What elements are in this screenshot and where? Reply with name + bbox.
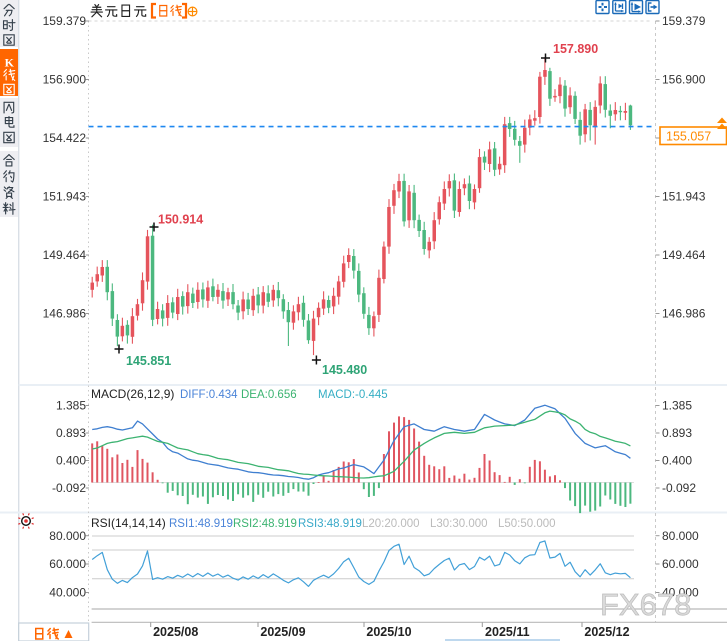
svg-text:-0.092: -0.092: [662, 481, 696, 495]
svg-text:145.480: 145.480: [322, 363, 367, 377]
svg-text:0.893: 0.893: [662, 426, 692, 440]
svg-text:L50:50.000: L50:50.000: [498, 518, 556, 530]
svg-text:146.986: 146.986: [662, 307, 706, 321]
svg-text:2025/12: 2025/12: [584, 625, 629, 639]
svg-text:0.400: 0.400: [56, 454, 86, 468]
svg-text:DIFF:0.434: DIFF:0.434: [180, 389, 238, 401]
svg-text:2025/10: 2025/10: [366, 625, 411, 639]
svg-text:145.851: 145.851: [126, 354, 171, 368]
svg-text:2025/09: 2025/09: [260, 625, 305, 639]
svg-text:159.379: 159.379: [662, 14, 706, 28]
svg-text:80.000: 80.000: [662, 529, 699, 543]
svg-text:L20:20.000: L20:20.000: [362, 518, 420, 530]
svg-text:2025/08: 2025/08: [153, 625, 198, 639]
svg-text:MACD:-0.445: MACD:-0.445: [318, 389, 388, 401]
svg-text:RSI3:48.919: RSI3:48.919: [298, 518, 362, 530]
svg-text:-0.092: -0.092: [52, 481, 86, 495]
svg-text:159.379: 159.379: [43, 14, 87, 28]
svg-text:155.057: 155.057: [666, 130, 711, 144]
svg-text:40.000: 40.000: [49, 586, 86, 600]
svg-text:RSI1:48.919: RSI1:48.919: [169, 518, 233, 530]
svg-text:1.385: 1.385: [662, 399, 692, 413]
svg-text:L30:30.000: L30:30.000: [430, 518, 488, 530]
svg-text:40.000: 40.000: [662, 586, 699, 600]
svg-text:154.422: 154.422: [43, 131, 87, 145]
svg-text:60.000: 60.000: [662, 557, 699, 571]
svg-text:156.900: 156.900: [662, 73, 706, 87]
svg-text:RSI2:48.919: RSI2:48.919: [233, 518, 297, 530]
svg-text:151.943: 151.943: [662, 190, 706, 204]
svg-text:0.893: 0.893: [56, 426, 86, 440]
svg-text:60.000: 60.000: [49, 557, 86, 571]
svg-text:2025/11: 2025/11: [485, 625, 530, 639]
svg-text:0.400: 0.400: [662, 454, 692, 468]
svg-text:DEA:0.656: DEA:0.656: [241, 389, 297, 401]
svg-text:K: K: [5, 56, 15, 70]
svg-text:157.890: 157.890: [553, 42, 598, 56]
svg-text:FX678: FX678: [600, 587, 691, 622]
svg-text:150.914: 150.914: [158, 213, 203, 227]
svg-text:149.464: 149.464: [43, 248, 87, 262]
svg-text:1.385: 1.385: [56, 399, 86, 413]
svg-text:149.464: 149.464: [662, 248, 706, 262]
svg-text:RSI(14,14,14): RSI(14,14,14): [91, 516, 166, 530]
svg-text:80.000: 80.000: [49, 529, 86, 543]
svg-text:151.943: 151.943: [43, 190, 87, 204]
svg-text:146.986: 146.986: [43, 307, 87, 321]
svg-text:MACD(26,12,9): MACD(26,12,9): [91, 387, 174, 401]
svg-text:156.900: 156.900: [43, 73, 87, 87]
